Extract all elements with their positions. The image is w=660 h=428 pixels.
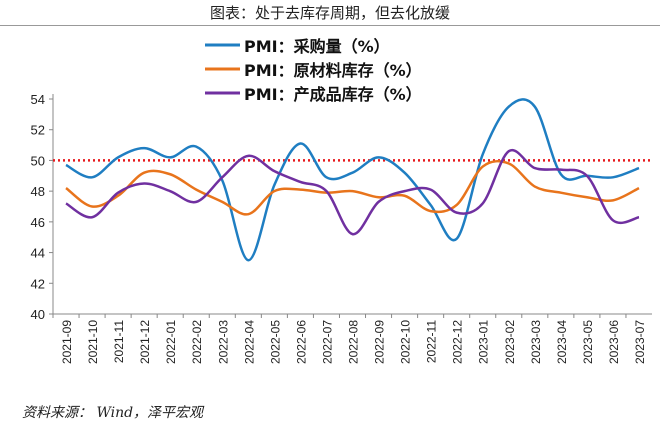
x-tick-label: 2022-10 — [399, 320, 413, 364]
x-tick-label: 2021-09 — [60, 320, 74, 364]
x-tick-label: 2023-06 — [607, 320, 621, 364]
x-tick-label: 2021-12 — [138, 320, 152, 364]
x-tick-label: 2022-03 — [216, 320, 230, 364]
y-tick-label: 42 — [31, 276, 45, 291]
x-tick-label: 2023-03 — [529, 320, 543, 364]
x-tick-label: 2023-05 — [581, 320, 595, 364]
title-divider — [0, 25, 660, 26]
series-line-1 — [65, 159, 640, 216]
y-tick-label: 52 — [31, 123, 45, 138]
x-tick-label: 2023-04 — [555, 320, 569, 364]
x-tick-label: 2021-10 — [86, 320, 100, 364]
x-tick-label: 2022-09 — [373, 320, 387, 364]
x-tick-label: 2022-07 — [320, 320, 334, 364]
y-tick-label: 40 — [31, 307, 45, 322]
x-tick-label: 2023-07 — [633, 320, 647, 364]
series-line-2 — [65, 148, 640, 236]
x-tick-label: 2022-05 — [268, 320, 282, 364]
x-tick-label: 2021-11 — [112, 320, 126, 363]
y-tick-label: 54 — [31, 92, 45, 107]
x-tick-label: 2022-12 — [451, 320, 465, 364]
x-tick-label: 2022-08 — [347, 320, 361, 364]
series-line-0 — [65, 98, 640, 262]
x-tick-label: 2022-02 — [190, 320, 204, 364]
chart-title: 图表：处于去库存周期，但去化放缓 — [209, 4, 450, 22]
y-tick-label: 50 — [31, 153, 45, 168]
x-tick-label: 2022-06 — [294, 320, 308, 364]
x-tick-label: 2022-11 — [425, 320, 439, 363]
x-tick-label: 2023-02 — [503, 320, 517, 364]
y-tick-label: 44 — [31, 246, 45, 261]
legend-label: PMI：产成品库存（%） — [244, 85, 422, 104]
y-tick-label: 48 — [31, 184, 45, 199]
legend-label: PMI：采购量（%） — [244, 37, 390, 56]
legend-label: PMI：原材料库存（%） — [244, 61, 422, 80]
y-tick-label: 46 — [31, 215, 45, 230]
x-tick-label: 2023-01 — [477, 320, 491, 364]
source-note: 资料来源： Wind，泽平宏观 — [22, 405, 204, 421]
x-tick-label: 2022-01 — [164, 320, 178, 364]
x-tick-label: 2022-04 — [242, 320, 256, 364]
